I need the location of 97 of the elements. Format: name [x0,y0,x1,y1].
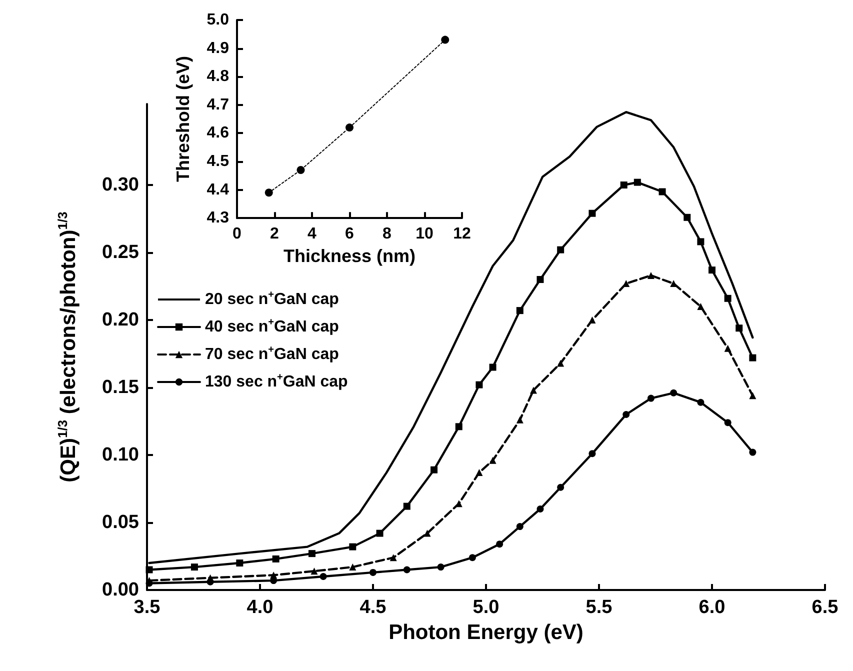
point [296,166,305,174]
x-tick-label: 12 [453,226,471,243]
point [588,450,596,458]
x-tick-label: 10 [416,226,434,243]
y-tick-label: 4.8 [206,68,230,86]
point [270,572,278,579]
point [476,381,483,388]
point [536,276,544,283]
point [749,448,756,456]
point [403,566,410,574]
y-tick-label: 4.4 [206,181,230,198]
y-tick-label: 4.9 [206,40,230,57]
point [516,523,524,530]
point [349,564,356,571]
legend-label: 20 sec n+GaN cap [205,290,340,308]
point [647,272,654,279]
point [697,238,704,246]
point [190,564,198,571]
y-tick-label: 0.30 [102,174,139,196]
y-tick-label: 0.10 [102,444,139,466]
point [489,456,496,464]
point [749,392,756,400]
x-tick-label: 0 [232,226,242,243]
x-tick-label: 8 [382,226,392,243]
point [749,354,756,362]
y-tick-label: 0.20 [102,310,139,330]
point [308,550,316,558]
point [557,484,564,491]
point [206,574,214,582]
point [424,530,431,537]
point [622,280,630,288]
point [708,266,716,274]
point [634,178,641,186]
point [536,506,544,512]
y-tick-label: 0.15 [102,377,140,398]
point [390,554,397,562]
x-tick-label: 4.0 [246,597,274,618]
y-tick-label: 5.0 [206,12,230,28]
x-tick-label: 4 [308,226,317,243]
point [530,386,537,394]
x-tick-label: 2 [270,226,280,243]
point [496,540,504,548]
point [320,573,327,580]
x-tick-label: 6.5 [812,597,839,618]
point [557,360,564,367]
x-tick-label: 6 [345,226,354,243]
point [370,568,376,576]
point [346,124,354,132]
point [724,419,732,426]
point [697,303,704,310]
y-axis-title: (QE)1/3 (electrons/photon)1/3 [55,212,80,482]
point [146,566,153,574]
point [516,416,524,424]
point [557,246,564,254]
point [441,36,450,44]
point [264,188,273,197]
point [476,469,483,476]
point [236,560,244,566]
x-tick-label: 4.5 [360,597,387,618]
y-tick-label: 4.7 [206,96,230,114]
legend-label: 40 sec n+GaN cap [205,317,340,336]
point [736,324,743,332]
point [724,294,732,302]
point [430,466,438,474]
y-tick-label: 4.5 [206,153,230,170]
point [684,214,691,221]
x-tick-label: 5.0 [472,597,500,618]
point [455,423,462,430]
point [588,210,596,217]
point [620,182,628,188]
point [272,555,280,562]
point [697,398,704,406]
point [647,394,654,402]
legend-label: 130 sec n+GaN cap [205,372,348,390]
point [516,307,524,314]
point [310,568,318,575]
x-axis-title: Photon Energy (eV) [388,620,584,644]
point [622,411,630,418]
x-axis-title: Thickness (nm) [283,246,416,266]
x-tick-label: 5.5 [586,597,613,618]
legend-label: 70 sec n+GaN cap [205,344,340,363]
x-tick-label: 6.0 [698,597,726,618]
point [403,502,410,510]
point [468,554,476,562]
point [349,543,356,550]
point [376,530,384,537]
point [670,389,678,396]
y-tick-label: 0.05 [102,512,140,533]
y-axis-title: Threshold (eV) [173,56,193,182]
point [724,344,732,352]
point [489,364,496,371]
point [588,316,596,324]
y-tick-label: 0.25 [102,242,140,263]
y-tick-label: 4.6 [206,124,230,142]
y-tick-label: 4.3 [206,210,230,227]
point [437,564,444,571]
point [658,188,666,196]
